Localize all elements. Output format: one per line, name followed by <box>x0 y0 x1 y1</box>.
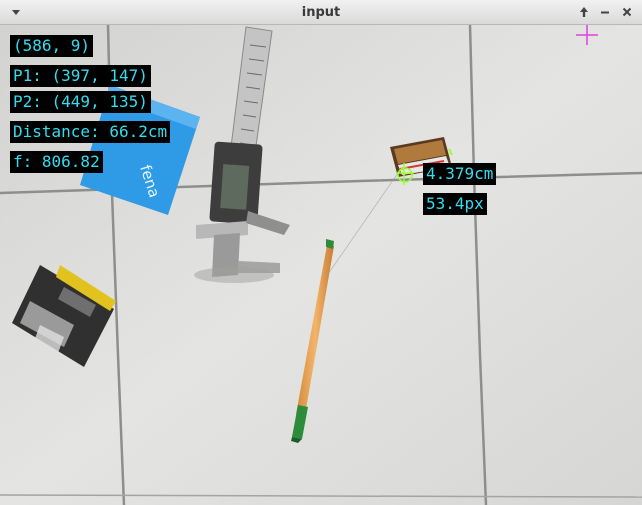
object-size-px: 53.4px <box>423 193 487 215</box>
minus-icon[interactable] <box>597 4 613 20</box>
orange-pen <box>291 239 334 443</box>
object-size-cm: 4.379cm <box>423 163 497 185</box>
sticker-card <box>12 265 116 367</box>
p1-readout: P1: (397, 147) <box>10 65 151 87</box>
camera-view[interactable]: fena <box>0 25 642 505</box>
distance-readout: Distance: 66.2cm <box>10 121 171 143</box>
cursor-coords-readout: (586, 9) <box>10 35 94 57</box>
close-icon[interactable] <box>619 4 635 20</box>
cursor-crosshair <box>576 25 598 45</box>
chevron-down-icon[interactable] <box>8 4 24 20</box>
measure-marker <box>396 148 453 185</box>
title-bar[interactable]: input <box>0 0 642 25</box>
arrow-up-icon[interactable] <box>576 4 592 20</box>
window-title: input <box>301 5 341 20</box>
focal-length-readout: f: 806.82 <box>10 151 103 173</box>
digital-caliper <box>194 26 290 283</box>
p2-readout: P2: (449, 135) <box>10 91 151 113</box>
